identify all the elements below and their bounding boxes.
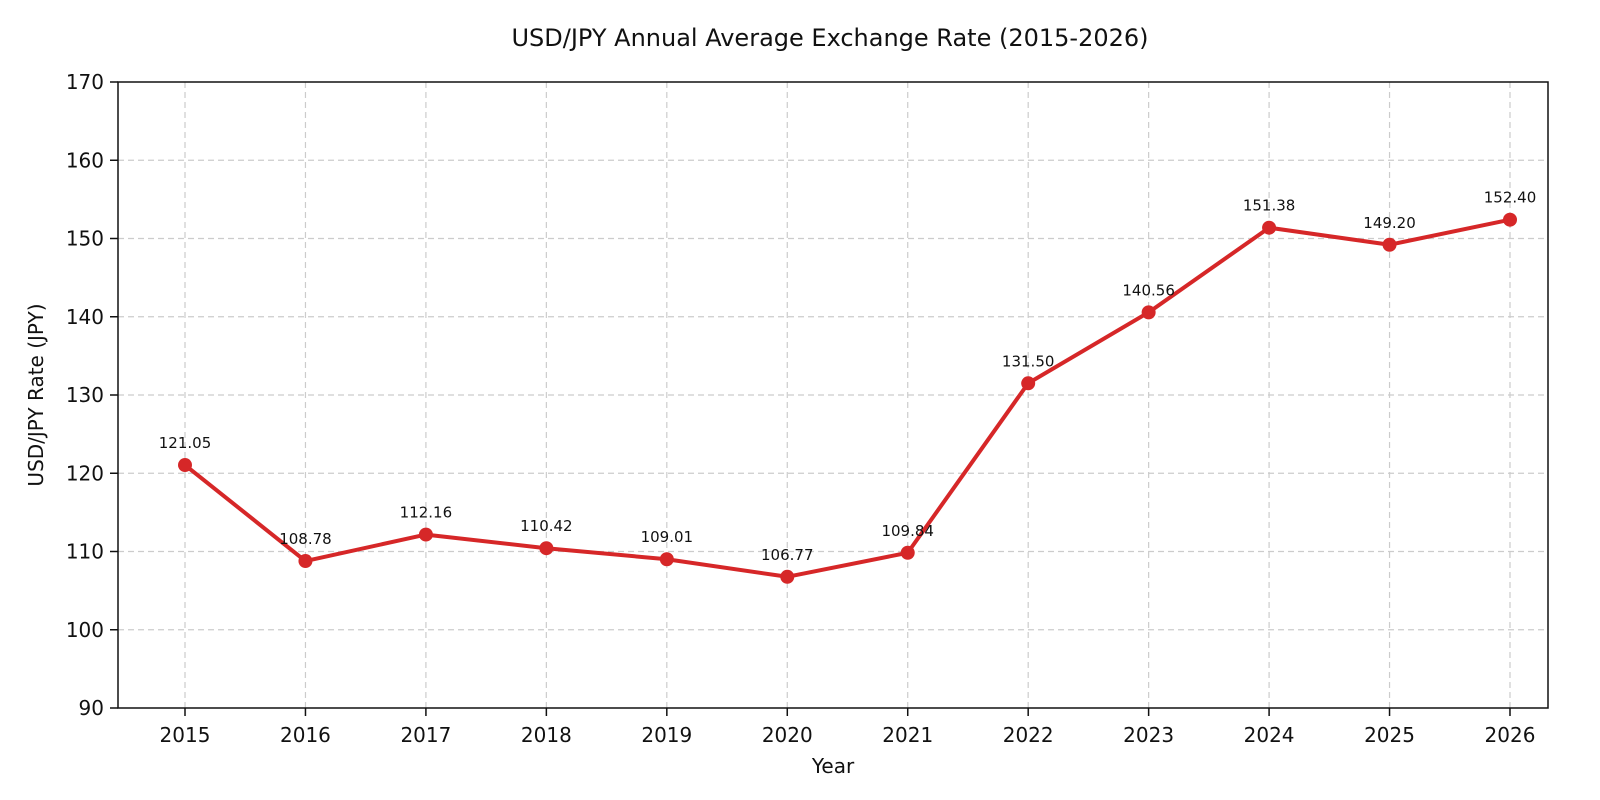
data-label: 140.56 xyxy=(1122,281,1175,299)
y-tick-label: 110 xyxy=(66,540,104,564)
chart-title: USD/JPY Annual Average Exchange Rate (20… xyxy=(511,24,1148,52)
tick-layer: 90 100 110 120 130 140 150 160 170 2015 2016 2017 20… xyxy=(66,70,1536,747)
x-tick-label: 2024 xyxy=(1244,723,1295,747)
y-tick-label: 150 xyxy=(66,227,104,251)
data-label: 106.77 xyxy=(761,546,814,564)
data-point xyxy=(1382,237,1397,252)
x-tick-label: 2018 xyxy=(521,723,572,747)
data-label: 108.78 xyxy=(279,530,332,548)
y-tick-label: 140 xyxy=(66,305,104,329)
series-layer xyxy=(178,212,1517,584)
data-point xyxy=(900,545,915,560)
data-label: 152.40 xyxy=(1484,189,1537,207)
data-point xyxy=(1141,305,1156,320)
y-tick-label: 160 xyxy=(66,148,104,172)
x-tick-label: 2019 xyxy=(641,723,692,747)
data-point xyxy=(178,458,192,473)
data-point xyxy=(418,527,433,542)
x-axis-label: Year xyxy=(811,754,855,778)
data-label: 110.42 xyxy=(520,517,573,535)
label-layer: 121.05 108.78 112.16 110.42 109.01 106.77 109.… xyxy=(159,189,1537,564)
x-tick-label: 2023 xyxy=(1123,723,1174,747)
series-line xyxy=(183,217,1512,579)
y-tick-label: 120 xyxy=(66,461,104,485)
data-label: 151.38 xyxy=(1243,197,1296,215)
x-tick-label: 2015 xyxy=(160,723,211,747)
x-tick-label: 2017 xyxy=(400,723,451,747)
y-tick-label: 100 xyxy=(66,618,104,642)
plot-frame xyxy=(117,81,1549,709)
data-point xyxy=(539,541,554,556)
data-label: 131.50 xyxy=(1002,352,1055,370)
data-label: 149.20 xyxy=(1363,214,1416,232)
data-label: 109.01 xyxy=(641,528,694,546)
data-point xyxy=(780,569,795,584)
grid-layer xyxy=(118,82,1548,708)
y-tick-label: 170 xyxy=(66,70,104,94)
data-label: 112.16 xyxy=(400,504,453,522)
y-axis-label: USD/JPY Rate (JPY) xyxy=(24,303,48,486)
data-point xyxy=(1503,212,1517,227)
x-tick-label: 2022 xyxy=(1003,723,1054,747)
y-tick-label: 90 xyxy=(79,696,104,720)
x-tick-label: 2025 xyxy=(1364,723,1415,747)
y-tick-label: 130 xyxy=(66,383,104,407)
data-point xyxy=(1021,376,1036,391)
x-tick-label: 2026 xyxy=(1485,723,1536,747)
data-label: 109.84 xyxy=(881,522,934,540)
x-tick-label: 2016 xyxy=(280,723,331,747)
x-tick-label: 2020 xyxy=(762,723,813,747)
data-point xyxy=(1262,220,1277,235)
x-tick-label: 2021 xyxy=(882,723,933,747)
data-point xyxy=(298,554,313,569)
data-label: 121.05 xyxy=(159,434,212,452)
data-point xyxy=(659,552,674,567)
